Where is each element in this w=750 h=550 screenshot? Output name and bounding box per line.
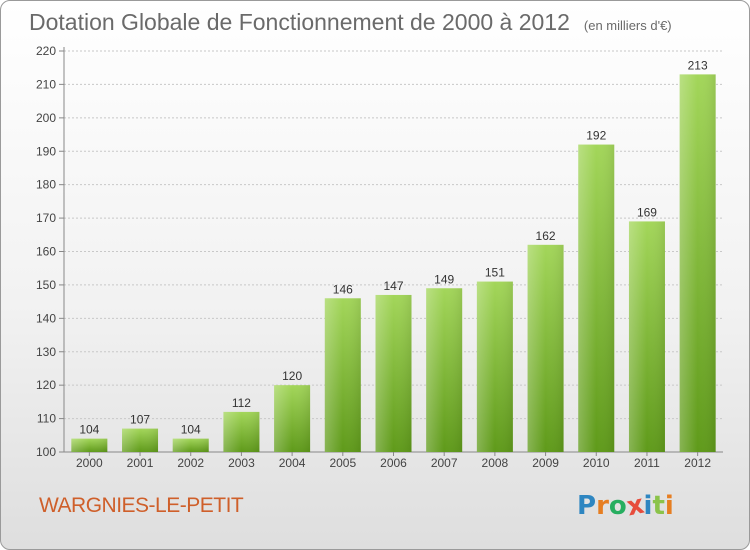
x-tick-label-2006: 2006 [380, 456, 407, 470]
x-tick-label-2008: 2008 [482, 456, 509, 470]
chart-title-text: Dotation Globale de Fonctionnement de 20… [29, 9, 570, 35]
y-tick-label: 170 [36, 211, 56, 225]
y-tick-label: 210 [36, 77, 56, 91]
bar-shine-2007 [426, 288, 463, 452]
bar-shine-2009 [527, 244, 564, 452]
value-label-2011: 169 [637, 205, 657, 219]
y-tick-label: 110 [37, 412, 56, 426]
bar-shine-2012 [679, 74, 716, 453]
proxiti-logo: Proxiti [577, 490, 674, 523]
x-tick-label-2003: 2003 [228, 456, 255, 470]
bar-shine-2000 [71, 438, 108, 452]
value-label-2002: 104 [181, 423, 201, 437]
y-tick-label: 130 [36, 345, 56, 359]
chart-subtitle: (en milliers d'€) [583, 18, 672, 33]
bar-shine-2006 [375, 294, 412, 452]
y-tick-label: 220 [36, 44, 56, 58]
logo-letter: P [577, 491, 597, 521]
bar-shine-2008 [476, 281, 513, 452]
bar-shine-2005 [324, 298, 361, 452]
bar-shine-2004 [274, 385, 311, 452]
bar-layer [71, 74, 716, 453]
y-tick-label: 180 [36, 178, 56, 192]
logo-letter: t [652, 491, 665, 521]
value-label-2005: 146 [333, 282, 353, 296]
value-label-2000: 104 [79, 423, 99, 437]
bar-shine-2003 [223, 411, 260, 452]
x-tick-label-2002: 2002 [177, 456, 204, 470]
x-tick-label-2005: 2005 [329, 456, 356, 470]
bar-shine-2011 [628, 221, 665, 452]
value-label-2006: 147 [383, 279, 403, 293]
y-tick-label: 150 [36, 278, 56, 292]
y-tick-label: 160 [36, 245, 56, 259]
x-tick-label-2011: 2011 [634, 456, 660, 470]
x-tick-label-2009: 2009 [532, 456, 559, 470]
commune-name: WARGNIES-LE-PETIT [39, 494, 244, 517]
value-label-2003: 112 [232, 396, 251, 410]
bar-shine-2010 [578, 144, 615, 453]
x-tick-label-2004: 2004 [279, 456, 306, 470]
bar-shine-2002 [172, 438, 209, 452]
y-tick-label: 190 [36, 144, 56, 158]
logo-letter: r [596, 491, 609, 521]
value-label-2012: 213 [688, 58, 708, 72]
logo-letter: i [643, 491, 653, 521]
logo-letter: i [664, 491, 674, 521]
x-tick-label-2000: 2000 [76, 456, 103, 470]
x-tick-label-2007: 2007 [431, 456, 458, 470]
x-tick-label-2001: 2001 [127, 456, 154, 470]
y-tick-label: 120 [36, 378, 56, 392]
value-label-2001: 107 [130, 413, 150, 427]
value-label-2010: 192 [586, 129, 606, 143]
value-label-2007: 149 [434, 272, 454, 286]
axis-layer: 100 110 120 130 140 150 160 170 180 190 200 210 220 [36, 44, 723, 459]
y-tick-label: 100 [36, 445, 56, 459]
x-tick-label-2010: 2010 [583, 456, 610, 470]
bar-shine-2001 [122, 428, 159, 452]
y-tick-label: 140 [36, 311, 56, 325]
logo-letter: o [608, 491, 627, 521]
label-layer: 104 2000 107 2001 104 2002 112 2003 120 2004 146 20… [76, 58, 711, 470]
x-tick-label-2012: 2012 [684, 456, 711, 470]
chart-title: Dotation Globale de Fonctionnement de 20… [29, 9, 672, 36]
y-tick-label: 200 [36, 111, 56, 125]
value-label-2008: 151 [485, 266, 505, 280]
value-label-2009: 162 [536, 229, 556, 243]
value-label-2004: 120 [282, 369, 302, 383]
